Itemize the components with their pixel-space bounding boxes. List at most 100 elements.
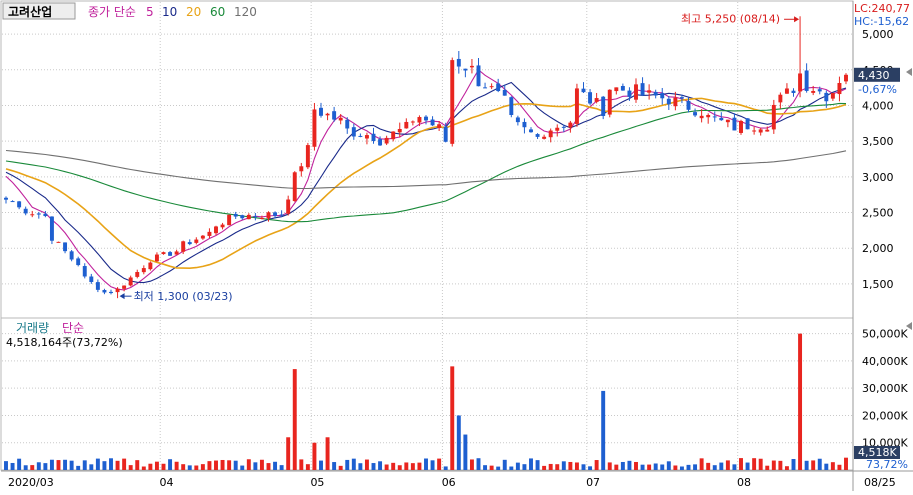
candle-body (273, 212, 278, 216)
candle-body (515, 117, 520, 123)
ma-legend-60: 60 (210, 5, 225, 19)
volume-bar (732, 464, 737, 470)
candle-body (437, 124, 442, 128)
price-panel-collapse-icon[interactable] (906, 68, 912, 76)
candle-body (647, 90, 652, 93)
ma-legend-10: 10 (162, 5, 177, 19)
candle-body (686, 100, 691, 110)
candle-body (305, 145, 310, 168)
volume-bar (489, 465, 494, 470)
volume-tick-label: 20,000K (862, 409, 908, 422)
candle-body (601, 96, 606, 116)
candle-body (200, 235, 205, 239)
stock-name-box[interactable] (2, 2, 76, 20)
current-price: 4,430 (858, 69, 890, 82)
candle-body (122, 285, 127, 289)
candle-body (443, 126, 448, 142)
candle-body (450, 60, 455, 144)
candle-body (181, 241, 186, 252)
volume-bar (89, 464, 94, 470)
volume-bar (483, 465, 488, 470)
volume-bar (450, 366, 455, 470)
candle-body (719, 117, 724, 121)
candle-body (758, 129, 763, 133)
volume-tick-label: 40,000K (862, 355, 908, 368)
candle-body (351, 127, 356, 137)
candle-body (817, 89, 822, 92)
ma-60-line (5, 102, 847, 223)
high-arrowhead-icon (794, 16, 800, 23)
candle-body (509, 97, 514, 116)
volume-bar (358, 463, 363, 470)
volume-bar (95, 458, 100, 470)
volume-bar (673, 465, 678, 470)
candle-body (568, 122, 573, 128)
candle-body (76, 258, 81, 266)
candle-body (194, 239, 199, 243)
candle-body (535, 134, 540, 137)
volume-bar (141, 466, 146, 470)
candle-body (30, 214, 35, 216)
candle-body (36, 213, 41, 215)
candle-body (174, 251, 179, 255)
volume-bar (181, 464, 186, 470)
volume-bar (253, 462, 258, 470)
candle-body (266, 212, 271, 219)
volume-bar (345, 459, 350, 470)
volume-bar (82, 460, 87, 470)
candle-body (364, 135, 369, 139)
candle-body (95, 282, 100, 290)
low-annotation: 최저 1,300 (03/23) (119, 290, 233, 303)
low-label: 최저 1,300 (03/23) (134, 290, 233, 303)
volume-bar (30, 465, 35, 470)
candle-body (391, 131, 396, 140)
price-tick-label: 3,500 (862, 135, 894, 148)
volume-title: 거래량 (16, 321, 49, 335)
volume-bar (63, 459, 68, 470)
candle-body (371, 133, 376, 141)
candle-body (410, 121, 415, 123)
volume-bar (804, 460, 809, 470)
volume-bar (456, 415, 461, 470)
candle-body (397, 128, 402, 133)
volume-bar (561, 461, 566, 470)
candle-body (161, 252, 166, 255)
volume-bar (279, 465, 284, 470)
candle-body (706, 114, 711, 118)
candle-body (430, 119, 435, 126)
volume-bar (679, 466, 684, 470)
candle-body (666, 98, 671, 105)
candle-body (496, 83, 501, 92)
candle-body (424, 116, 428, 121)
volume-bar (784, 466, 789, 470)
volume-bar (620, 461, 625, 470)
volume-bar (371, 463, 376, 470)
candle-body (220, 224, 225, 228)
candle-body (830, 92, 835, 99)
volume-bar (319, 460, 323, 470)
ma-20-line (5, 97, 847, 270)
current-volume-pct: 73,72% (866, 458, 908, 471)
volume-bar (286, 437, 291, 470)
candle-body (581, 88, 586, 93)
ma-legend-5: 5 (146, 5, 154, 19)
volume-bar (844, 457, 848, 470)
candle-body (10, 201, 15, 203)
volume-bar (128, 465, 133, 470)
volume-bar (463, 434, 468, 470)
x-tick-label: 06 (442, 476, 456, 489)
volume-bar (548, 463, 553, 470)
volume-bar (246, 459, 251, 470)
volume-panel-collapse-icon[interactable] (906, 322, 912, 330)
price-tick-label: 3,000 (862, 171, 894, 184)
hc-readout: HC:-15,62 (854, 15, 909, 28)
candle-body (69, 251, 74, 260)
volume-bar (574, 462, 579, 470)
candle-body (456, 58, 461, 67)
volume-bar (739, 458, 743, 470)
volume-bar (364, 459, 369, 470)
candle-body (529, 129, 533, 133)
volume-bar (837, 464, 842, 470)
candle-body (253, 216, 258, 218)
volume-bar (686, 464, 691, 470)
